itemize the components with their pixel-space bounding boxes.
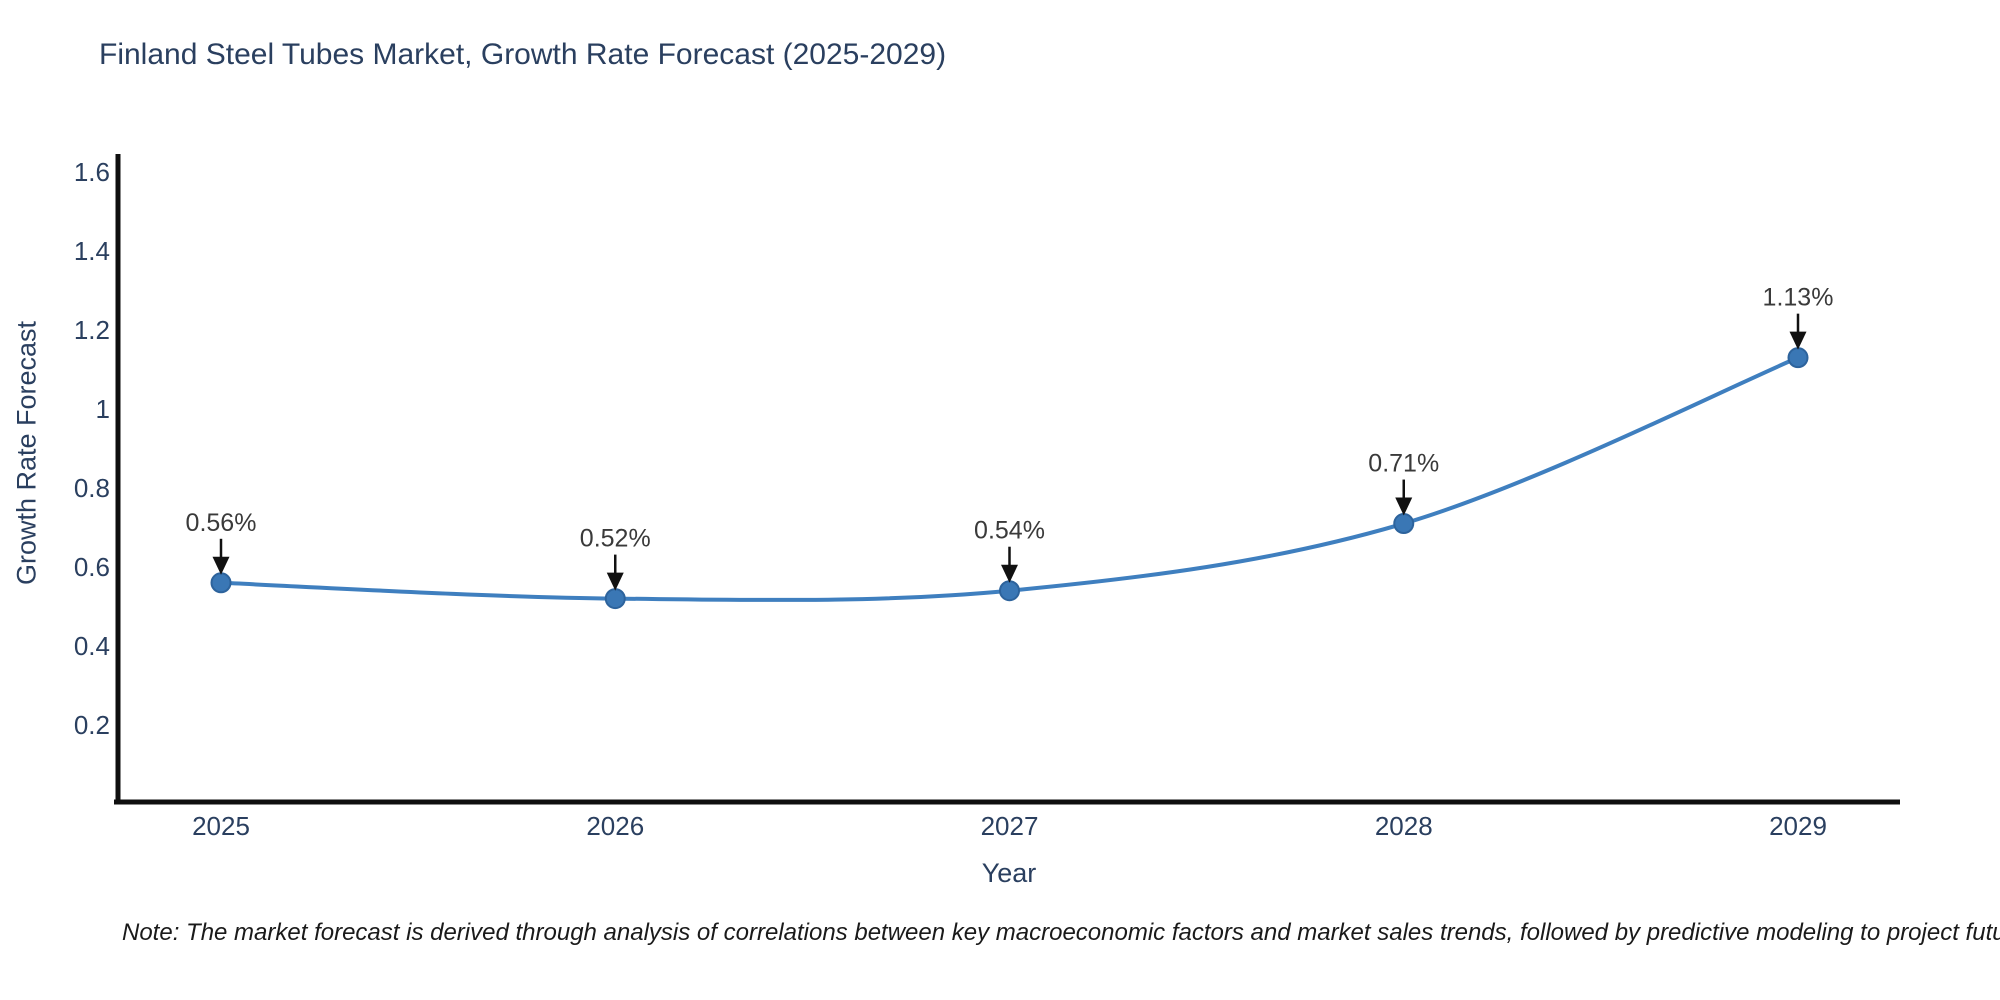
annotation-label: 0.71% [1368, 450, 1439, 478]
data-point [1787, 347, 1809, 369]
x-tick-label: 2026 [586, 811, 644, 841]
annotation-label: 0.56% [186, 509, 257, 537]
x-tick-label: 2025 [192, 811, 250, 841]
x-tick-label: 2029 [1769, 811, 1827, 841]
annotation-label: 0.52% [580, 525, 651, 553]
annotation-arrowhead [212, 556, 230, 575]
y-tick-label: 0.2 [74, 710, 110, 740]
x-axis-label: Year [981, 858, 1037, 888]
annotation-arrowhead [1395, 497, 1413, 516]
data-point [210, 572, 232, 594]
y-tick-label: 1.4 [74, 236, 110, 266]
y-tick-label: 0.6 [74, 552, 110, 582]
chart-title: Finland Steel Tubes Market, Growth Rate … [99, 38, 947, 71]
x-tick-label: 2028 [1375, 811, 1433, 841]
data-point [999, 580, 1020, 602]
annotation-arrowhead [1001, 564, 1018, 583]
annotation-arrowhead [606, 572, 624, 591]
data-point [604, 588, 626, 610]
footnote: Note: The market forecast is derived thr… [122, 919, 2000, 946]
x-tick-label: 2027 [981, 811, 1039, 841]
y-tick-label: 1.2 [74, 315, 110, 345]
annotation-arrowhead [1789, 331, 1807, 350]
y-tick-label: 0.4 [74, 631, 110, 661]
annotation-label: 1.13% [1763, 284, 1834, 312]
data-point [1393, 513, 1415, 535]
y-tick-label: 0.8 [74, 473, 110, 503]
annotation-label: 0.54% [974, 517, 1045, 545]
y-tick-label: 1.6 [74, 157, 110, 187]
y-tick-label: 1 [96, 394, 110, 424]
